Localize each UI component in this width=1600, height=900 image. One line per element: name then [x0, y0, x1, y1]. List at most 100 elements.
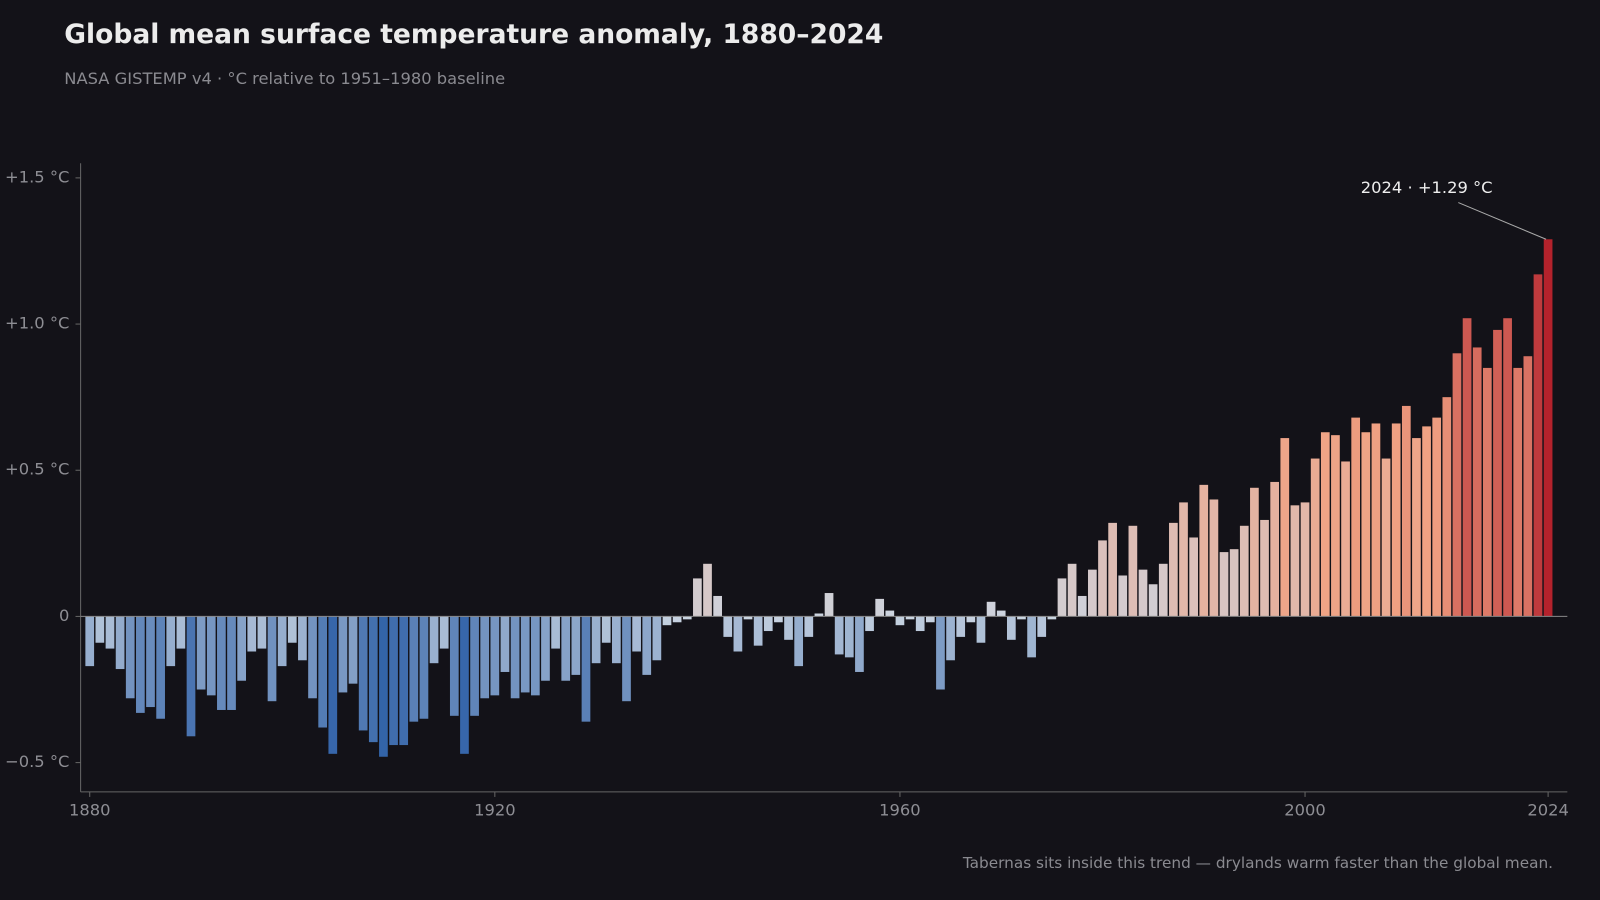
bar: [257, 616, 267, 649]
x-tick-label: 2024: [1527, 801, 1569, 820]
bar: [885, 610, 895, 617]
bar: [186, 616, 196, 737]
bar: [105, 616, 115, 649]
bar: [612, 616, 621, 664]
bar: [115, 616, 125, 670]
y-tick-label: +1.5 °C: [5, 167, 69, 186]
bar: [1331, 435, 1340, 617]
bar: [1158, 563, 1168, 617]
bar: [875, 598, 885, 617]
bar: [1533, 274, 1543, 617]
bar: [449, 616, 459, 716]
y-tick-label: 0: [59, 606, 69, 625]
bar: [146, 616, 155, 708]
bar: [520, 616, 530, 693]
bar: [753, 616, 763, 646]
bar: [986, 601, 996, 617]
bar: [1523, 356, 1533, 617]
bar: [358, 616, 368, 731]
bar: [915, 616, 925, 632]
bar: [794, 616, 804, 667]
bar: [196, 616, 206, 690]
bar: [936, 616, 945, 690]
bar: [490, 616, 500, 696]
bar: [1493, 329, 1502, 617]
bar: [672, 616, 682, 623]
y-tick-label: +1.0 °C: [5, 314, 69, 333]
bar: [1361, 432, 1371, 617]
bar: [976, 616, 986, 643]
bar: [298, 616, 307, 661]
bar: [1270, 481, 1280, 617]
bar: [136, 616, 145, 713]
bar: [1381, 458, 1391, 617]
bar: [166, 616, 176, 667]
bar: [1543, 239, 1553, 617]
bar: [1017, 616, 1026, 620]
x-tick-label: 2000: [1284, 801, 1326, 820]
bar: [1098, 540, 1107, 617]
bar: [774, 616, 783, 623]
bar: [622, 616, 631, 702]
bar: [784, 616, 793, 640]
bar: [956, 616, 966, 637]
bar: [844, 616, 854, 658]
bar: [429, 616, 439, 664]
bar: [227, 616, 236, 710]
bar: [510, 616, 520, 699]
bar: [642, 616, 652, 675]
bar: [561, 616, 571, 681]
bar: [379, 616, 388, 757]
bar: [1128, 525, 1138, 617]
bar: [551, 616, 560, 649]
bar: [176, 616, 186, 649]
bar: [1199, 484, 1209, 617]
chart-title: Global mean surface temperature anomaly,…: [64, 19, 883, 50]
bar: [1118, 575, 1128, 617]
bar: [389, 616, 398, 746]
bar: [541, 616, 550, 681]
bar: [1280, 438, 1290, 617]
bar: [804, 616, 814, 637]
bar: [1371, 423, 1381, 617]
y-tick-label: +0.5 °C: [5, 460, 69, 479]
bar: [338, 616, 348, 693]
y-tick-label: −0.5 °C: [5, 752, 69, 771]
bar: [865, 616, 874, 632]
bar: [267, 616, 277, 702]
bar: [500, 616, 510, 672]
bar: [814, 613, 824, 617]
x-tick-label: 1920: [474, 801, 516, 820]
bar: [1260, 519, 1269, 617]
bar: [287, 616, 297, 643]
bar: [682, 616, 692, 620]
bar: [925, 616, 935, 623]
chart-subtitle: NASA GISTEMP v4 · °C relative to 1951–19…: [64, 69, 505, 88]
bar: [1412, 438, 1421, 617]
bar: [1422, 426, 1431, 617]
bar: [1351, 417, 1361, 617]
bar: [1442, 397, 1452, 617]
bar: [409, 616, 419, 722]
bar: [581, 616, 591, 722]
bar: [895, 616, 905, 626]
bar: [1482, 367, 1492, 617]
bar: [905, 616, 915, 620]
bar: [247, 616, 257, 652]
bar: [480, 616, 490, 699]
bar: [1503, 318, 1512, 617]
bar: [1148, 584, 1158, 617]
bar: [328, 616, 338, 754]
bar: [277, 616, 287, 667]
bar: [763, 616, 773, 632]
bar: [217, 616, 226, 710]
bar: [966, 616, 976, 623]
bar: [1250, 487, 1259, 617]
bar: [1452, 353, 1462, 617]
bar: [1391, 423, 1401, 617]
bar: [1057, 578, 1067, 617]
bar: [1229, 549, 1239, 617]
bar: [652, 616, 662, 661]
